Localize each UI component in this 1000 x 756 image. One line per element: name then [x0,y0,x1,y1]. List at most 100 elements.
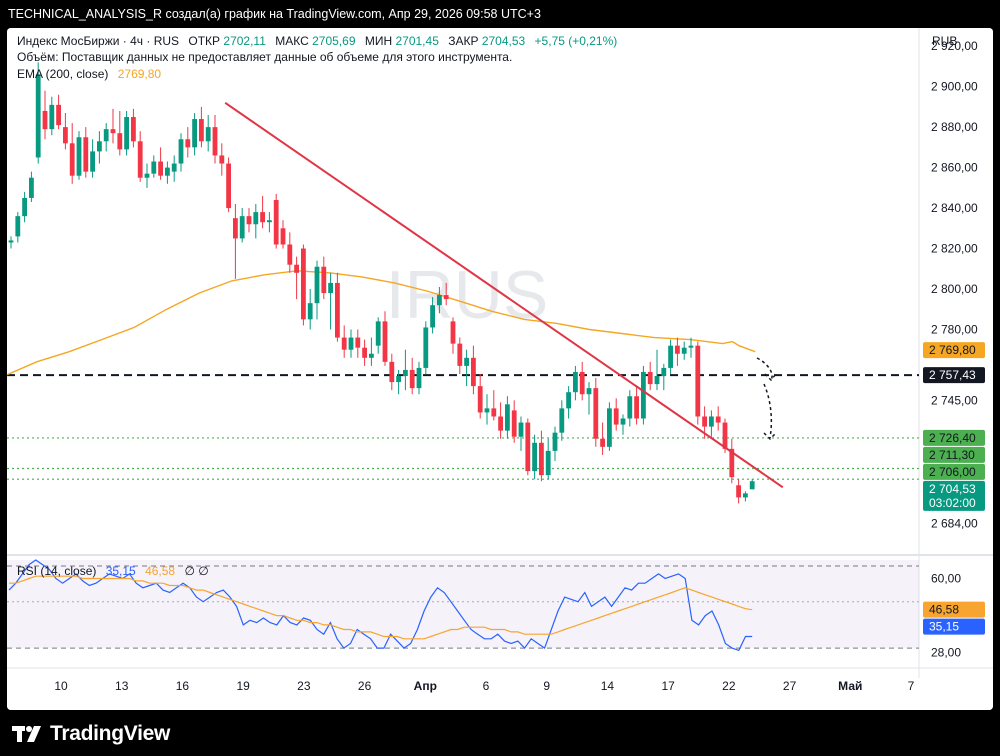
candle-body[interactable] [457,343,463,366]
candle-body[interactable] [681,347,687,354]
candle-body[interactable] [722,422,728,449]
candle-body[interactable] [389,361,395,383]
candle-body[interactable] [566,392,571,409]
candle-body[interactable] [409,369,415,389]
candle-body[interactable] [97,141,102,152]
candle-body[interactable] [273,199,279,245]
candle-body[interactable] [749,481,755,490]
candle-body[interactable] [199,119,204,142]
candle-body[interactable] [8,240,14,243]
candle-body[interactable] [205,127,211,142]
candle-body[interactable] [647,371,653,385]
candle-body[interactable] [151,161,157,174]
candle-body[interactable] [355,337,361,348]
candle-body[interactable] [110,129,116,134]
candle-body[interactable] [131,117,136,142]
candle-body[interactable] [511,410,517,437]
candle-body[interactable] [586,388,592,395]
candle-body[interactable] [226,163,231,209]
candle-body[interactable] [423,327,429,368]
candle-body[interactable] [117,133,123,150]
candle-body[interactable] [22,197,27,217]
candle-body[interactable] [471,357,476,387]
candle-body[interactable] [137,141,143,178]
candle-body[interactable] [743,493,748,498]
candle-body[interactable] [90,151,95,172]
candle-body[interactable] [253,212,259,225]
candle-body[interactable] [715,416,721,423]
tradingview-logo[interactable]: TradingView [12,722,170,746]
ema-200-line[interactable] [7,270,756,376]
currency-label[interactable]: RUB [932,34,957,48]
candle-body[interactable] [437,295,442,306]
candle-body[interactable] [661,367,667,377]
candle-body[interactable] [484,408,490,413]
candle-body[interactable] [375,321,381,346]
candle-body[interactable] [607,408,612,447]
candle-body[interactable] [675,345,680,354]
candle-body[interactable] [219,155,225,164]
candle-body[interactable] [559,408,565,433]
candle-body[interactable] [158,161,163,176]
candle-body[interactable] [627,396,633,419]
candle-body[interactable] [382,321,388,362]
candle-body[interactable] [579,371,585,395]
candle-body[interactable] [545,450,551,476]
candle-body[interactable] [539,442,544,476]
candle-body[interactable] [144,173,150,178]
candle-body[interactable] [341,337,347,350]
candle-body[interactable] [709,416,714,427]
candle-body[interactable] [124,117,129,150]
candle-body[interactable] [573,371,578,393]
candles[interactable] [8,62,755,504]
candle-body[interactable] [35,74,41,158]
candle-body[interactable] [294,264,299,273]
rsi-ma-line[interactable] [9,575,753,640]
candle-body[interactable] [518,422,524,437]
candle-body[interactable] [280,228,286,245]
candle-body[interactable] [403,369,408,377]
candle-body[interactable] [396,376,401,383]
candle-body[interactable] [688,345,694,348]
candle-body[interactable] [328,282,333,294]
candle-body[interactable] [450,321,456,344]
candle-body[interactable] [239,216,245,239]
time-axis[interactable]: 10 13 16 19 23 26 Апр 6 9 14 17 22 27 Май 7 [54,679,914,693]
candle-body[interactable] [369,353,374,358]
candle-body[interactable] [76,137,82,176]
rsi-line[interactable] [8,559,753,652]
candle-body[interactable] [42,110,48,130]
candle-body[interactable] [654,376,660,385]
candle-body[interactable] [335,282,340,338]
candle-body[interactable] [552,432,558,451]
candle-body[interactable] [233,218,238,239]
candle-body[interactable] [171,163,177,172]
candle-body[interactable] [29,177,34,198]
candle-body[interactable] [307,303,313,320]
trend-line[interactable] [224,102,784,489]
candle-body[interactable] [491,408,497,417]
candle-body[interactable] [267,220,272,223]
candle-body[interactable] [532,442,537,472]
candle-body[interactable] [260,212,265,223]
candle-body[interactable] [83,137,89,172]
candle-body[interactable] [613,408,619,425]
candle-body[interactable] [729,448,735,478]
candle-body[interactable] [634,396,639,419]
candle-body[interactable] [416,367,422,389]
candle-body[interactable] [443,295,449,300]
candle-body[interactable] [348,337,354,350]
candle-body[interactable] [246,216,252,225]
candle-body[interactable] [165,167,170,176]
candle-body[interactable] [212,127,218,156]
candle-body[interactable] [314,266,320,304]
candle-body[interactable] [56,104,61,126]
candle-body[interactable] [192,119,197,148]
candle-body[interactable] [63,127,68,144]
candle-body[interactable] [430,305,435,328]
candle-body[interactable] [464,357,469,366]
candle-body[interactable] [178,139,184,164]
candle-body[interactable] [321,266,327,294]
candle-body[interactable] [49,104,55,130]
price-axis[interactable]: 2 920,00 2 900,00 2 880,00 2 860,00 2 840,00… [931,39,978,531]
